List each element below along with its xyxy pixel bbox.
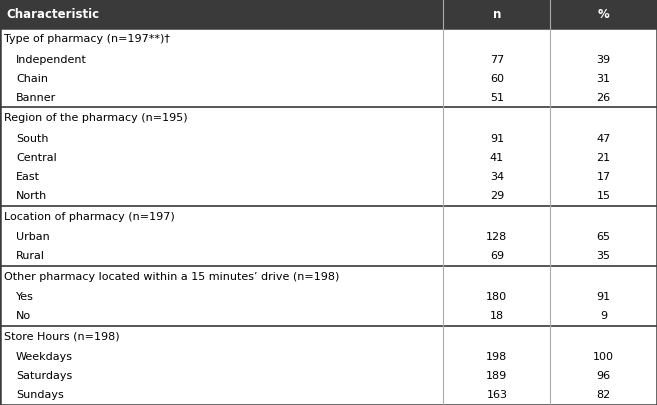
Text: %: % [598, 8, 610, 21]
Text: 60: 60 [490, 74, 504, 84]
Text: 91: 91 [490, 134, 504, 144]
Text: Sundays: Sundays [16, 390, 64, 401]
Text: 47: 47 [597, 134, 611, 144]
Text: 17: 17 [597, 172, 610, 182]
Text: 34: 34 [490, 172, 504, 182]
Text: Yes: Yes [16, 292, 34, 302]
Text: Store Hours (n=198): Store Hours (n=198) [4, 332, 120, 342]
Bar [0, 186, 657, 205]
Text: 100: 100 [593, 352, 614, 362]
Text: Type of pharmacy (n=197**)†: Type of pharmacy (n=197**)† [4, 34, 170, 44]
Bar [0, 348, 657, 367]
Text: Rural: Rural [16, 251, 45, 261]
Text: 91: 91 [597, 292, 610, 302]
Text: Urban: Urban [16, 232, 50, 242]
Text: 21: 21 [597, 153, 610, 163]
Text: South: South [16, 134, 49, 144]
Text: 198: 198 [486, 352, 507, 362]
Bar [0, 0, 657, 28]
Text: 29: 29 [489, 191, 504, 201]
Text: Characteristic: Characteristic [6, 8, 99, 21]
Text: 77: 77 [489, 55, 504, 65]
Bar [0, 167, 657, 186]
Text: 41: 41 [490, 153, 504, 163]
Text: 180: 180 [486, 292, 507, 302]
Bar [0, 107, 657, 129]
Text: 9: 9 [600, 311, 607, 321]
Text: 18: 18 [490, 311, 504, 321]
Text: 69: 69 [490, 251, 504, 261]
Text: n: n [493, 8, 501, 21]
Text: 31: 31 [597, 74, 610, 84]
Bar [0, 367, 657, 386]
Text: 35: 35 [597, 251, 610, 261]
Text: Independent: Independent [16, 55, 87, 65]
Text: Banner: Banner [16, 93, 57, 103]
Text: Other pharmacy located within a 15 minutes’ drive (n=198): Other pharmacy located within a 15 minut… [4, 272, 340, 282]
Text: 189: 189 [486, 371, 507, 382]
Bar [0, 247, 657, 266]
Bar [0, 307, 657, 326]
Bar [0, 205, 657, 228]
Text: No: No [16, 311, 31, 321]
Text: Chain: Chain [16, 74, 48, 84]
Text: 96: 96 [597, 371, 610, 382]
Text: 128: 128 [486, 232, 507, 242]
Bar [0, 148, 657, 167]
Text: Location of pharmacy (n=197): Location of pharmacy (n=197) [4, 211, 175, 222]
Bar [0, 228, 657, 247]
Text: 51: 51 [490, 93, 504, 103]
Bar [0, 28, 657, 50]
Bar [0, 326, 657, 348]
Text: 15: 15 [597, 191, 610, 201]
Bar [0, 88, 657, 107]
Text: 26: 26 [597, 93, 610, 103]
Text: Region of the pharmacy (n=195): Region of the pharmacy (n=195) [4, 113, 188, 123]
Text: East: East [16, 172, 40, 182]
Text: 82: 82 [597, 390, 611, 401]
Bar [0, 288, 657, 307]
Text: 65: 65 [597, 232, 610, 242]
Bar [0, 386, 657, 405]
Bar [0, 50, 657, 69]
Bar [0, 129, 657, 148]
Text: Central: Central [16, 153, 57, 163]
Bar [0, 266, 657, 288]
Text: Weekdays: Weekdays [16, 352, 73, 362]
Text: North: North [16, 191, 47, 201]
Text: 163: 163 [486, 390, 507, 401]
Bar [0, 69, 657, 88]
Text: Saturdays: Saturdays [16, 371, 72, 382]
Text: 39: 39 [597, 55, 610, 65]
